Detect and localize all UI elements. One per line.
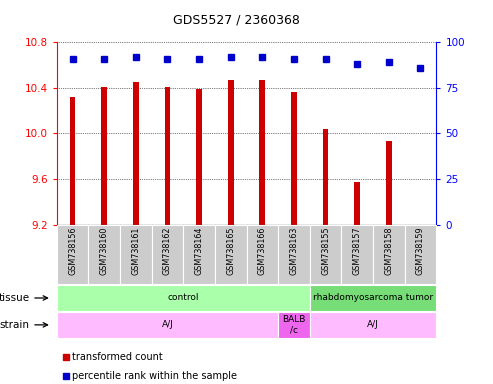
FancyBboxPatch shape <box>278 225 310 284</box>
Text: tissue: tissue <box>0 293 30 303</box>
Bar <box>57 285 310 311</box>
Text: GSM738163: GSM738163 <box>289 227 298 275</box>
Bar <box>57 312 278 338</box>
Bar <box>310 285 436 311</box>
FancyBboxPatch shape <box>120 225 152 284</box>
Text: GSM738155: GSM738155 <box>321 227 330 275</box>
Text: GSM738164: GSM738164 <box>195 227 204 275</box>
Text: GSM738161: GSM738161 <box>131 227 141 275</box>
FancyBboxPatch shape <box>310 225 341 284</box>
Bar <box>278 312 310 338</box>
Text: GSM738158: GSM738158 <box>385 227 393 275</box>
FancyBboxPatch shape <box>246 225 278 284</box>
FancyBboxPatch shape <box>215 225 246 284</box>
Text: BALB
/c: BALB /c <box>282 315 306 334</box>
Bar <box>196 89 202 225</box>
Bar <box>354 182 360 225</box>
Text: transformed count: transformed count <box>72 352 163 362</box>
Text: rhabdomyosarcoma tumor: rhabdomyosarcoma tumor <box>313 293 433 303</box>
Text: GSM738159: GSM738159 <box>416 227 425 275</box>
Bar <box>259 80 265 225</box>
Bar <box>323 129 328 225</box>
Text: GDS5527 / 2360368: GDS5527 / 2360368 <box>173 13 300 26</box>
FancyBboxPatch shape <box>405 225 436 284</box>
Bar <box>386 141 392 225</box>
Text: GSM738166: GSM738166 <box>258 227 267 275</box>
Text: A/J: A/J <box>367 320 379 329</box>
Text: GSM738156: GSM738156 <box>68 227 77 275</box>
FancyBboxPatch shape <box>341 225 373 284</box>
Text: GSM738165: GSM738165 <box>226 227 235 275</box>
FancyBboxPatch shape <box>183 225 215 284</box>
Bar <box>133 82 139 225</box>
FancyBboxPatch shape <box>373 225 405 284</box>
Text: control: control <box>168 293 199 303</box>
Text: GSM738160: GSM738160 <box>100 227 108 275</box>
Text: GSM738162: GSM738162 <box>163 227 172 275</box>
Text: percentile rank within the sample: percentile rank within the sample <box>72 371 238 381</box>
Text: GSM738157: GSM738157 <box>352 227 362 275</box>
FancyBboxPatch shape <box>57 225 88 284</box>
Bar <box>228 80 234 225</box>
FancyBboxPatch shape <box>152 225 183 284</box>
Text: A/J: A/J <box>162 320 174 329</box>
FancyBboxPatch shape <box>88 225 120 284</box>
Text: strain: strain <box>0 320 30 330</box>
Bar <box>165 87 170 225</box>
Bar <box>101 87 107 225</box>
Bar <box>70 97 75 225</box>
Bar <box>310 312 436 338</box>
Bar <box>291 93 297 225</box>
